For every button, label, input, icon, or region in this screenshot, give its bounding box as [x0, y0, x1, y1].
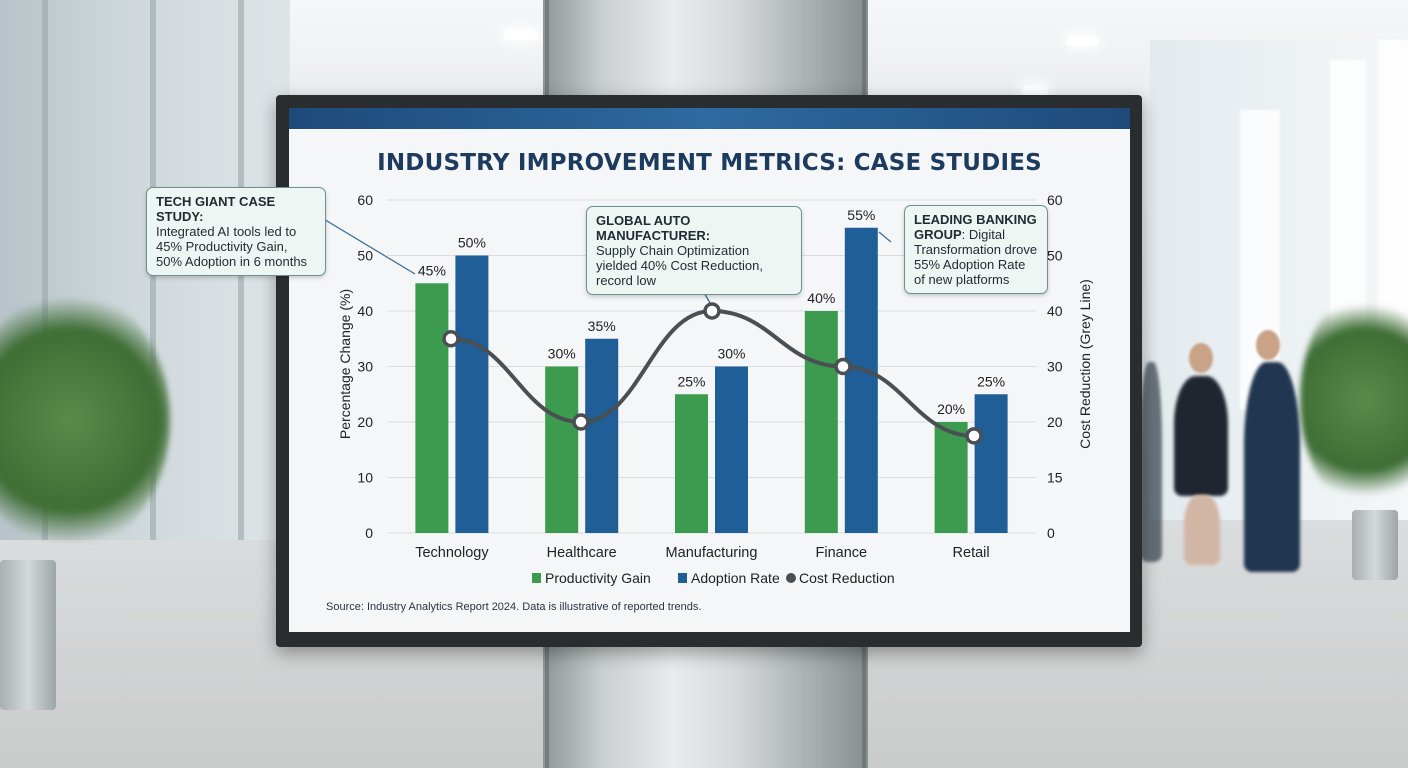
- y-tick-label: 20: [357, 414, 373, 430]
- person: [1184, 495, 1220, 565]
- plant: [0, 290, 170, 550]
- callout-connector: [321, 217, 416, 275]
- y-tick-label: 10: [357, 470, 373, 486]
- callout-tech-heading: TECH GIANT CASE STUDY:: [156, 194, 276, 224]
- cost-reduction-line: [442, 302, 983, 445]
- y2-tick-label: 0: [1047, 525, 1055, 541]
- legend-label: Adoption Rate: [691, 570, 780, 586]
- cost-reduction-curve: [449, 308, 976, 438]
- y2-tick-label: 30: [1047, 359, 1063, 375]
- person: [1140, 362, 1162, 562]
- bar-productivity-gain: [934, 422, 968, 533]
- bar-adoption-rate: [455, 255, 489, 533]
- category-label: Retail: [953, 545, 990, 561]
- bar-adoption-rate: [844, 227, 878, 533]
- person: [1244, 362, 1300, 572]
- plant: [1300, 290, 1408, 510]
- bar-value-label: 35%: [588, 318, 616, 334]
- y-tick-label: 0: [365, 525, 373, 541]
- header-band: [289, 108, 1130, 129]
- bar-value-label: 45%: [418, 262, 446, 278]
- category-label: Manufacturing: [666, 545, 758, 561]
- planter: [0, 560, 56, 710]
- bar-adoption-rate: [974, 394, 1008, 533]
- bar-labels: 45% 30% 25% 40% 20% 50% 35% 30% 55% 25%: [418, 207, 1005, 417]
- bar-value-label: 20%: [937, 401, 965, 417]
- y-tick-label: 60: [357, 192, 373, 208]
- bar-productivity-gain: [804, 311, 838, 533]
- bar-productivity-gain: [415, 283, 449, 533]
- callout-auto-body: Supply Chain Optimization yielded 40% Co…: [596, 243, 763, 288]
- y2-tick-label: 20: [1047, 414, 1063, 430]
- legend-swatch: [786, 573, 796, 583]
- bar-value-label: 40%: [807, 290, 835, 306]
- ceiling-light: [503, 30, 537, 40]
- display-screen: INDUSTRY IMPROVEMENT METRICS: CASE STUDI…: [289, 108, 1130, 632]
- cost-reduction-point: [703, 302, 721, 320]
- person: [1174, 376, 1228, 496]
- callout-auto-manufacturer: GLOBAL AUTO MANUFACTURER: Supply Chain O…: [586, 206, 802, 295]
- bar-adoption-rate: [715, 366, 748, 533]
- category-label: Healthcare: [547, 545, 617, 561]
- bar-value-label: 55%: [847, 207, 875, 223]
- source-note: Source: Industry Analytics Report 2024. …: [326, 601, 702, 613]
- legend-label: Cost Reduction: [799, 570, 895, 586]
- legend-label: Productivity Gain: [545, 570, 651, 586]
- bars: [415, 227, 1008, 533]
- bar-value-label: 50%: [458, 235, 486, 251]
- window-pane: [1240, 110, 1280, 410]
- left-axis-ticks: 0 10 20 30 40 50 60: [357, 192, 373, 541]
- category-labels: Technology Healthcare Manufacturing Finance…: [415, 545, 989, 561]
- cost-reduction-point: [965, 427, 983, 445]
- chart-title: INDUSTRY IMPROVEMENT METRICS: CASE STUDI…: [377, 150, 1042, 176]
- bar-productivity-gain: [545, 366, 579, 533]
- callout-bank-heading: LEADING BANKING GROUP: [914, 212, 1037, 242]
- callout-auto-heading: GLOBAL AUTO MANUFACTURER:: [596, 213, 711, 243]
- bar-value-label: 25%: [677, 373, 705, 389]
- bar-value-label: 30%: [548, 346, 576, 362]
- callout-tech-body: Integrated AI tools led to 45% Productiv…: [156, 224, 308, 269]
- planter: [1352, 510, 1398, 580]
- glass-frame: [238, 0, 244, 768]
- chart-canvas: 0 10 20 30 40 50 60 0 15 20 30 40 50 60 Percentage C…: [321, 192, 1093, 586]
- category-label: Finance: [816, 545, 868, 561]
- legend-swatch: [532, 573, 541, 583]
- bar-value-label: 30%: [717, 346, 745, 362]
- y2-tick-label: 15: [1047, 470, 1063, 486]
- legend: Productivity Gain Adoption Rate Cost Reduc…: [532, 570, 895, 586]
- bar-productivity-gain: [675, 394, 708, 533]
- callout-connector: [878, 231, 892, 243]
- cost-reduction-point: [572, 413, 590, 431]
- y2-tick-label: 60: [1047, 192, 1063, 208]
- y-tick-label: 30: [357, 359, 373, 375]
- legend-swatch: [678, 573, 687, 583]
- person-head: [1256, 330, 1280, 360]
- callout-bank-body: : Digital Transformation drove 55% Adopt…: [914, 227, 1038, 287]
- callout-tech-giant: TECH GIANT CASE STUDY: Integrated AI too…: [146, 187, 326, 276]
- y2-axis-label: Cost Reduction (Grey Line): [1077, 279, 1093, 449]
- y2-tick-label: 40: [1047, 303, 1063, 319]
- bar-adoption-rate: [585, 338, 619, 533]
- y2-tick-label: 50: [1047, 248, 1063, 264]
- bar-value-label: 25%: [977, 373, 1005, 389]
- right-axis-ticks: 0 15 20 30 40 50 60: [1047, 192, 1063, 541]
- category-label: Technology: [415, 545, 489, 561]
- y-tick-label: 40: [357, 303, 373, 319]
- cost-reduction-point: [834, 357, 852, 376]
- callout-banking-group: LEADING BANKING GROUP: Digital Transform…: [904, 205, 1048, 294]
- person-head: [1189, 343, 1213, 373]
- y-tick-label: 50: [357, 248, 373, 264]
- cost-reduction-point: [442, 330, 460, 348]
- y-axis-label: Percentage Change (%): [337, 289, 353, 439]
- ceiling-light: [1066, 36, 1098, 46]
- ceiling-light: [1022, 86, 1048, 96]
